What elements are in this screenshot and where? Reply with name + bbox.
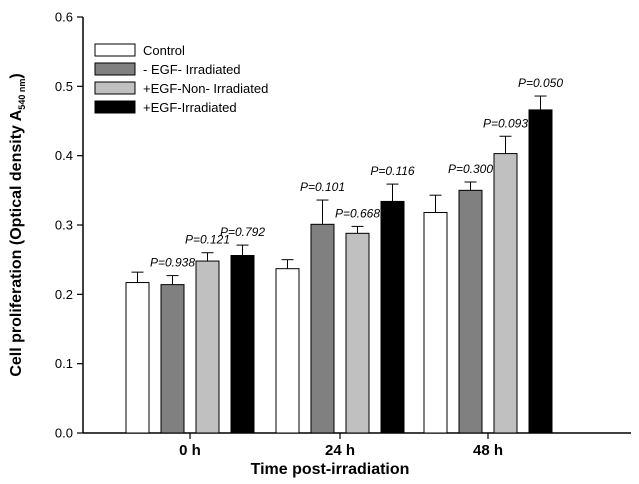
bar bbox=[345, 232, 370, 434]
p-value-annotation: P=0.116 bbox=[370, 164, 414, 178]
y-tick-label: 0.5 bbox=[55, 79, 73, 94]
legend-label: +EGF-Irradiated bbox=[143, 100, 237, 115]
x-category-label: 0 h bbox=[179, 442, 201, 459]
y-tick-label: 0.4 bbox=[55, 148, 73, 163]
legend-label: Control bbox=[143, 43, 185, 58]
p-value-annotation: P=0.050 bbox=[518, 76, 563, 90]
bar bbox=[160, 284, 185, 434]
y-tick-label: 0.3 bbox=[55, 218, 73, 233]
bar bbox=[493, 153, 518, 434]
y-axis-title-close: ) bbox=[8, 73, 25, 78]
y-tick-label: 0.0 bbox=[55, 426, 73, 441]
p-value-annotation: P=0.938 bbox=[150, 256, 195, 270]
p-value-annotation: P=0.300 bbox=[448, 162, 493, 176]
y-tick-label: 0.1 bbox=[55, 356, 73, 371]
p-value-annotation: P=0.668 bbox=[335, 206, 380, 220]
bar bbox=[423, 212, 448, 434]
legend-swatch bbox=[94, 81, 136, 95]
legend: Control - EGF- Irradiated +EGF-Non- Irradi… bbox=[94, 43, 268, 115]
bars bbox=[125, 109, 553, 434]
y-tick-label: 0.6 bbox=[55, 10, 73, 25]
bar bbox=[275, 268, 300, 434]
bar bbox=[125, 282, 150, 434]
error-bars bbox=[131, 95, 547, 285]
legend-swatch bbox=[94, 62, 136, 76]
bar bbox=[528, 109, 553, 434]
p-value-annotation: P=0.093 bbox=[483, 116, 528, 130]
p-value-annotation: P=0.101 bbox=[300, 180, 345, 194]
legend-label: +EGF-Non- Irradiated bbox=[143, 81, 268, 96]
p-value-annotation: P=0.792 bbox=[220, 225, 265, 239]
bar bbox=[380, 200, 405, 434]
x-category-label: 48 h bbox=[473, 442, 503, 459]
y-axis-title-main: Cell proliferation (Optical density A bbox=[8, 109, 25, 376]
legend-swatch bbox=[94, 100, 136, 114]
bar bbox=[310, 223, 335, 434]
x-category-label: 24 h bbox=[325, 442, 355, 459]
bar bbox=[458, 189, 483, 434]
legend-label: - EGF- Irradiated bbox=[143, 62, 241, 77]
p-value-annotation: P=0.121 bbox=[185, 233, 230, 247]
y-tick-label: 0.2 bbox=[55, 287, 73, 302]
bar bbox=[195, 260, 220, 434]
y-axis-title-subscript: 540 nm bbox=[17, 79, 27, 110]
y-axis-title: Cell proliferation (Optical density A540… bbox=[8, 73, 27, 376]
bar bbox=[230, 255, 255, 434]
x-axis-title: Time post-irradiation bbox=[251, 461, 410, 478]
legend-swatch bbox=[94, 43, 136, 57]
